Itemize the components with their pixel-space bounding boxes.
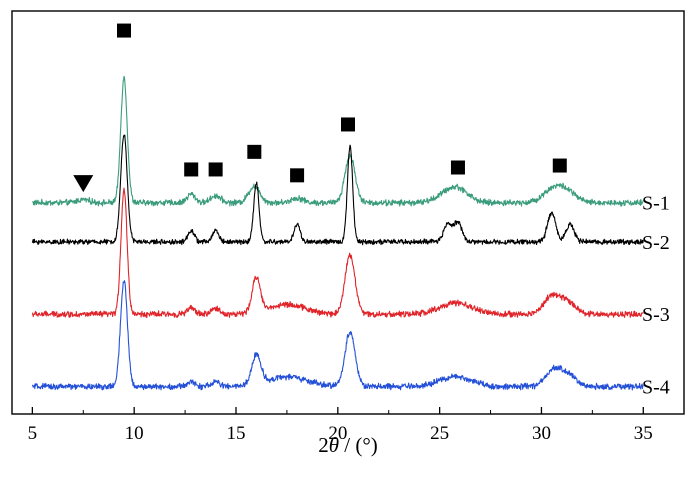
peak-markers — [73, 23, 567, 193]
square-marker — [341, 117, 355, 132]
x-tick-label: 20 — [328, 423, 347, 444]
series-line-s-4 — [31, 280, 644, 391]
series-labels: S-1 S-2 S-3 S-4 — [642, 193, 670, 399]
series-label-s-2: S-2 — [642, 232, 670, 254]
series-line-s-1 — [31, 75, 644, 207]
square-marker — [117, 23, 131, 38]
series-label-s-3: S-3 — [642, 304, 670, 326]
square-marker — [247, 144, 262, 159]
x-tick-label: 35 — [634, 423, 653, 444]
x-tick-label: 25 — [430, 423, 449, 444]
series-label-s-1: S-1 — [642, 193, 670, 215]
x-axis-label: 2θ / (°) — [318, 433, 378, 457]
x-tick-label: 15 — [227, 423, 246, 444]
x-tick-label: 10 — [125, 423, 144, 444]
square-marker — [184, 162, 199, 177]
square-marker — [552, 158, 567, 173]
square-marker — [290, 168, 305, 183]
series-line-s-3 — [31, 187, 644, 319]
x-axis-ticks: 5 10 15 20 25 30 35 — [28, 407, 653, 444]
x-tick-label: 30 — [532, 423, 551, 444]
plot-frame — [11, 10, 685, 415]
series-line-s-2 — [31, 134, 644, 246]
series-label-s-4: S-4 — [642, 377, 670, 399]
x-tick-label: 5 — [28, 423, 38, 444]
square-marker — [208, 162, 223, 177]
series-group — [31, 75, 644, 391]
triangle-marker — [73, 175, 94, 193]
square-marker — [450, 160, 465, 175]
